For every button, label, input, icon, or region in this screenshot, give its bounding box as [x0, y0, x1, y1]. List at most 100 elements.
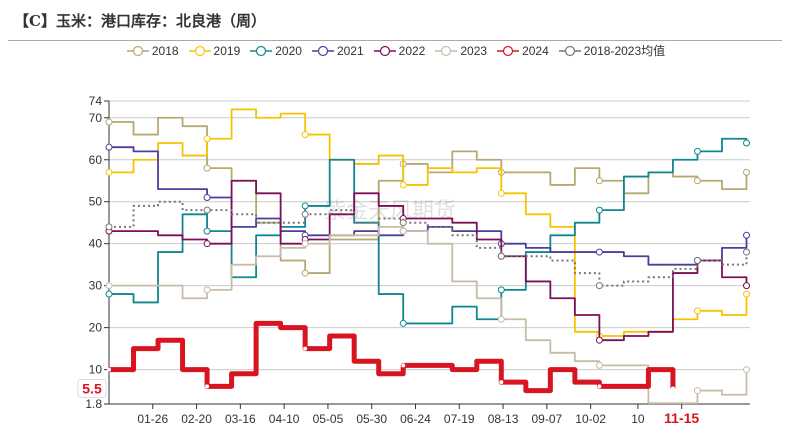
data-point: [301, 131, 309, 139]
x-tick-label: 06-24: [400, 412, 431, 426]
x-tick-label: 05-30: [356, 412, 387, 426]
y-tick-label: 1.8: [85, 397, 102, 411]
series-2020: [105, 137, 750, 327]
data-point: [105, 223, 113, 231]
x-tick-label: 07-19: [444, 412, 475, 426]
data-point: [742, 290, 750, 298]
data-point: [742, 231, 750, 239]
data-point: [742, 282, 750, 290]
y-tick-label: 20: [89, 321, 103, 335]
data-point: [595, 282, 603, 290]
legend-label: 2020: [275, 43, 302, 58]
data-point: [595, 361, 603, 369]
data-point: [301, 210, 309, 218]
y-tick-label: 50: [89, 195, 103, 209]
legend-label: 2018-2023均值: [583, 44, 666, 58]
data-point: [203, 206, 211, 214]
legend-item[interactable]: 2020: [250, 42, 302, 59]
x-tick-label: 04-10: [269, 412, 300, 426]
series-line: [109, 137, 750, 325]
x-tick-label: 03-16: [225, 412, 256, 426]
data-point: [597, 384, 602, 389]
data-point: [205, 384, 210, 389]
data-point: [399, 219, 407, 227]
data-point: [399, 227, 407, 235]
watermark: 紫金天风期货: [324, 199, 456, 224]
data-point: [399, 319, 407, 327]
y-tick-label: 40: [89, 237, 103, 251]
legend-marker-icon: [435, 45, 458, 56]
data-point: [105, 290, 113, 298]
data-point: [203, 227, 211, 235]
legend-item[interactable]: 2023: [435, 42, 487, 59]
data-point: [497, 252, 505, 260]
x-tick-label: 05-05: [313, 412, 344, 426]
data-point: [499, 380, 504, 385]
legend-label: 2022: [398, 43, 426, 58]
data-point: [595, 336, 603, 344]
legend-item[interactable]: 2018: [126, 42, 179, 59]
last-value-box: [77, 378, 107, 398]
data-point: [203, 194, 211, 202]
x-tick-label: 11-15: [664, 410, 699, 426]
data-point: [497, 189, 505, 197]
data-point: [693, 387, 701, 395]
x-tick-label: 02-20: [181, 412, 212, 426]
data-point: [105, 282, 113, 290]
data-point: [401, 363, 406, 368]
legend-item[interactable]: 2021: [311, 42, 364, 59]
data-point: [105, 118, 113, 126]
series-line: [109, 179, 750, 342]
data-point: [742, 139, 750, 147]
y-tick-label: 70: [89, 111, 103, 125]
data-point: [693, 177, 701, 185]
data-point: [595, 206, 603, 214]
data-point: [595, 177, 603, 185]
data-point: [693, 307, 701, 315]
legend: 2018 2019 2020 2021 2022 2023 2024 2018-2023均值: [0, 42, 792, 59]
last-value-label: 5.5: [82, 380, 102, 396]
legend-marker-icon: [373, 45, 396, 56]
series-2023: [105, 226, 750, 405]
data-point: [595, 248, 603, 256]
series-2018-2023均值: [105, 200, 750, 290]
legend-marker-icon: [250, 45, 273, 56]
legend-label: 2018: [151, 43, 179, 58]
series-line: [109, 146, 750, 266]
series-2019: [105, 108, 750, 340]
x-tick-label: 08-13: [488, 412, 519, 426]
series-2024: [107, 320, 676, 394]
series-line: [109, 320, 676, 394]
legend-label: 2019: [213, 43, 241, 58]
data-point: [203, 240, 211, 248]
data-point: [742, 366, 750, 374]
legend-item[interactable]: 2018-2023均值: [558, 42, 666, 59]
data-point: [693, 256, 701, 264]
data-point: [105, 143, 113, 151]
data-point: [301, 240, 309, 248]
legend-marker-icon: [126, 45, 149, 56]
legend-item[interactable]: 2022: [373, 42, 426, 59]
data-point: [301, 269, 309, 277]
x-tick-label: 01-26: [137, 412, 168, 426]
chart-title: 【C】玉米：港口库存：北良港（周）: [14, 12, 266, 30]
legend-item[interactable]: 2019: [188, 42, 241, 59]
legend-marker-icon: [188, 45, 211, 56]
x-tick-label: 10-02: [575, 412, 606, 426]
data-point: [742, 168, 750, 176]
legend-marker-icon: [311, 45, 334, 56]
x-tick-label: 10: [631, 412, 645, 426]
legend-label: 2024: [522, 43, 549, 58]
data-point: [497, 286, 505, 294]
data-point: [303, 346, 308, 351]
y-tick-label: 10: [89, 363, 103, 377]
data-point: [105, 168, 113, 176]
data-point: [497, 315, 505, 323]
legend-marker-icon: [497, 45, 520, 56]
legend-item[interactable]: 2024: [497, 42, 549, 59]
data-point: [670, 386, 675, 391]
data-point: [203, 164, 211, 172]
y-tick-label: 74: [89, 94, 103, 108]
legend-label: 2021: [336, 43, 364, 58]
